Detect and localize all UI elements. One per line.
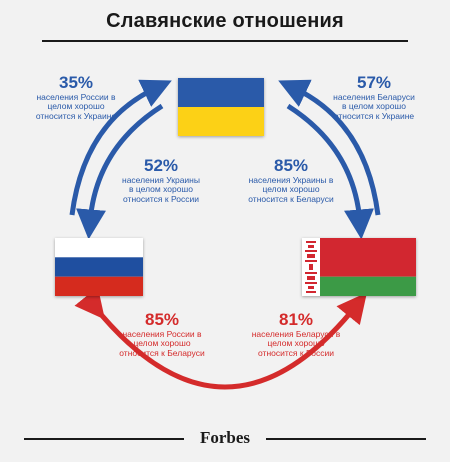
stat-russia-to-belarus: 85% населения России в целом хорошо отно…: [94, 310, 230, 359]
stat-text-line: относится к России: [123, 194, 199, 205]
stat-text-line: населения России в: [36, 91, 116, 102]
stat-text-line: целом хорошо: [262, 184, 320, 195]
stat-text-line: в целом хорошо: [129, 184, 193, 195]
stat-text-line: в целом хорошо: [342, 101, 406, 112]
stat-ukraine-to-russia: 52% населения Украины в целом хорошо отн…: [96, 156, 226, 205]
arrow-russia-to-ukraine: [69, 79, 172, 216]
page-title: Славянские отношения: [106, 10, 344, 32]
stat-percent: 35%: [58, 73, 94, 92]
stat-percent: 85%: [144, 310, 180, 329]
stat-text-line: относится к Украине: [35, 111, 117, 122]
stat-text-line: целом хорошо: [47, 101, 105, 112]
title-underline: [42, 40, 408, 42]
stat-ukraine-to-belarus: 85% населения Украины в целом хорошо отн…: [226, 156, 356, 205]
stat-text-line: относится к Беларуси: [248, 194, 334, 205]
arrow-belarus-to-ukraine: [278, 79, 381, 216]
footer-rule-left: [24, 438, 184, 440]
stat-belarus-to-ukraine: 57% населения Беларуси в целом хорошо от…: [306, 73, 442, 122]
stat-text-line: целом хорошо: [133, 338, 191, 349]
footer-rule-right: [266, 438, 426, 440]
arrow-ukraine-to-russia: [76, 103, 164, 240]
belarus-flag: [302, 238, 416, 296]
stat-percent: 85%: [273, 156, 309, 175]
stat-text-line: населения России в: [122, 328, 202, 339]
stat-percent: 57%: [356, 73, 392, 92]
stat-belarus-to-russia: 81% населения Беларуси в целом хорошо от…: [228, 310, 364, 359]
stat-text-line: населения Украины в: [248, 174, 334, 185]
arrow-ukraine-to-belarus: [286, 103, 374, 240]
ukraine-flag: [178, 78, 264, 136]
stat-text-line: относится к Украине: [333, 111, 415, 122]
stat-text-line: населения Беларуси: [333, 91, 415, 102]
stat-percent: 81%: [278, 310, 314, 329]
stat-russia-to-ukraine: 35% населения России в целом хорошо отно…: [8, 73, 144, 122]
stat-text-line: относится к России: [258, 348, 334, 359]
stat-text-line: населения Беларуси в: [251, 328, 341, 339]
stat-text-line: относится к Беларуси: [119, 348, 205, 359]
forbes-logo: Forbes: [199, 428, 251, 447]
arrow-russia-belarus: [74, 286, 368, 390]
stat-text-line: населения Украины: [122, 174, 200, 185]
stat-percent: 52%: [143, 156, 179, 175]
stat-text-line: целом хорошо: [267, 338, 325, 349]
russia-flag: [55, 238, 143, 296]
